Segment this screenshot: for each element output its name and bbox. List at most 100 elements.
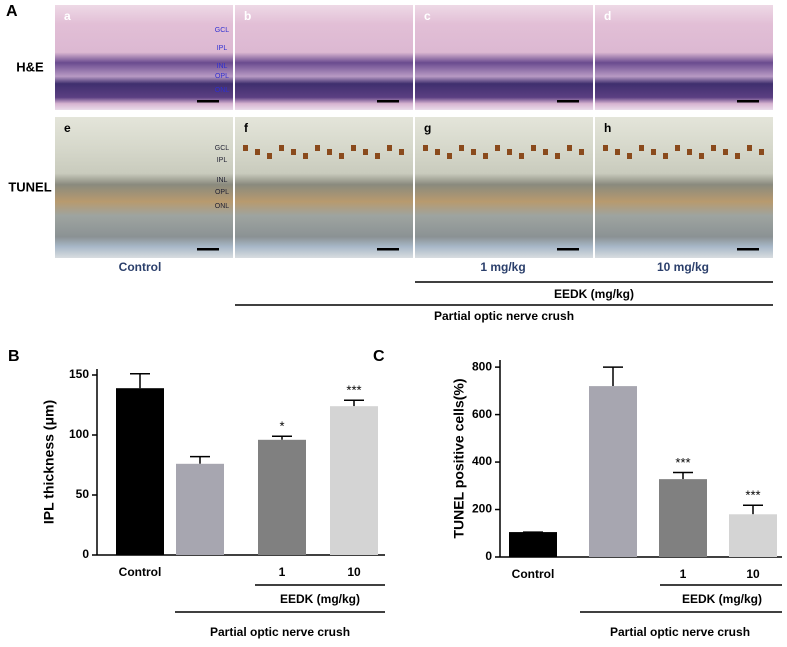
layer-label: GCL: [215, 145, 230, 152]
layer-label: GCL: [215, 27, 230, 34]
tunel-cell: [351, 145, 356, 151]
group-label: Control: [119, 260, 162, 274]
image-letter: b: [244, 9, 251, 23]
scale-bar: [197, 100, 219, 103]
bar: [116, 388, 164, 555]
tunel-cell: [639, 145, 644, 151]
image-letter: c: [424, 9, 431, 23]
y-tick-label: 200: [472, 502, 492, 516]
tunel-cell: [399, 149, 404, 155]
tunel-cell: [711, 145, 716, 151]
x-tick-label: 1: [279, 565, 286, 579]
panel-label: B: [8, 348, 20, 365]
layer-label: IPL: [217, 45, 228, 52]
tunel-cell: [651, 149, 656, 155]
tunel-cell: [555, 153, 560, 159]
tunel-cell: [459, 145, 464, 151]
micrograph: [595, 117, 773, 258]
image-letter: a: [64, 9, 71, 23]
tunel-cell: [579, 149, 584, 155]
tunel-cell: [759, 149, 764, 155]
tunel-cell: [531, 145, 536, 151]
y-tick-label: 100: [69, 427, 89, 441]
tunel-cell: [327, 149, 332, 155]
tunel-cell: [483, 153, 488, 159]
tunel-cell: [699, 153, 704, 159]
micrograph: [55, 5, 233, 110]
micrograph: [235, 5, 413, 110]
x-tick-label: 10: [746, 567, 760, 581]
y-tick-label: 600: [472, 407, 492, 421]
tunel-cell: [747, 145, 752, 151]
significance: ***: [745, 488, 760, 503]
layer-label: IPL: [217, 157, 228, 164]
y-tick-label: 0: [485, 549, 492, 563]
tunel-cell: [567, 145, 572, 151]
micrograph: [415, 5, 593, 110]
y-axis-label: IPL thickness (μm): [41, 400, 57, 524]
image-letter: f: [244, 121, 249, 135]
scale-bar: [737, 248, 759, 251]
image-letter: g: [424, 121, 431, 135]
row-label: H&E: [16, 59, 44, 74]
scale-bar: [557, 100, 579, 103]
tunel-cell: [423, 145, 428, 151]
micrograph: [595, 5, 773, 110]
micrographs: a b c d e f g h GCL IPL INL OPL ONL GCL IPL INL OPL ONL: [55, 5, 773, 258]
x-tick-label: Control: [512, 567, 555, 581]
y-tick-label: 0: [82, 547, 89, 561]
layer-label: OPL: [215, 189, 229, 196]
bar: [330, 406, 378, 555]
panel-label: C: [373, 348, 385, 365]
y-tick-label: 50: [76, 487, 90, 501]
y-tick-label: 400: [472, 454, 492, 468]
tunel-cell: [543, 149, 548, 155]
x-tick-label: 10: [347, 565, 361, 579]
group-label: 10 mg/kg: [657, 260, 709, 274]
y-axis-label: TUNEL positive cells(%): [451, 378, 467, 538]
treatment-label: EEDK (mg/kg): [554, 287, 634, 301]
image-letter: e: [64, 121, 71, 135]
tunel-cell: [363, 149, 368, 155]
tunel-cell: [315, 145, 320, 151]
tunel-cell: [267, 153, 272, 159]
significance: ***: [346, 383, 361, 398]
image-letter: d: [604, 9, 611, 23]
scale-bar: [737, 100, 759, 103]
micrograph: [235, 117, 413, 258]
tunel-cell: [735, 153, 740, 159]
bar: [659, 479, 707, 557]
scale-bar: [557, 248, 579, 251]
bracket-label: EEDK (mg/kg): [682, 592, 762, 606]
layer-label: ONL: [215, 87, 230, 94]
bar: [509, 532, 557, 557]
tunel-cell: [375, 153, 380, 159]
tunel-cell: [243, 145, 248, 151]
bar: [589, 386, 637, 557]
x-tick-label: Control: [119, 565, 162, 579]
bracket-label: EEDK (mg/kg): [280, 592, 360, 606]
x-tick-label: 1: [680, 567, 687, 581]
tunel-cell: [507, 149, 512, 155]
layer-label: INL: [217, 177, 228, 184]
tunel-cell: [339, 153, 344, 159]
tunel-cell: [519, 153, 524, 159]
group-label: 1 mg/kg: [480, 260, 525, 274]
tunel-cell: [447, 153, 452, 159]
layer-label: ONL: [215, 203, 230, 210]
tunel-cell: [255, 149, 260, 155]
bracket-label: Partial optic nerve crush: [210, 625, 350, 639]
tunel-cell: [291, 149, 296, 155]
tunel-cell: [303, 153, 308, 159]
row-label: TUNEL: [8, 179, 51, 194]
tunel-cell: [723, 149, 728, 155]
micrograph: [415, 117, 593, 258]
bar: [258, 439, 306, 555]
bar: [176, 463, 224, 555]
tunel-cell: [387, 145, 392, 151]
tunel-cell: [471, 149, 476, 155]
panel-label: A: [6, 3, 18, 20]
scale-bar: [197, 248, 219, 251]
y-tick-label: 800: [472, 359, 492, 373]
